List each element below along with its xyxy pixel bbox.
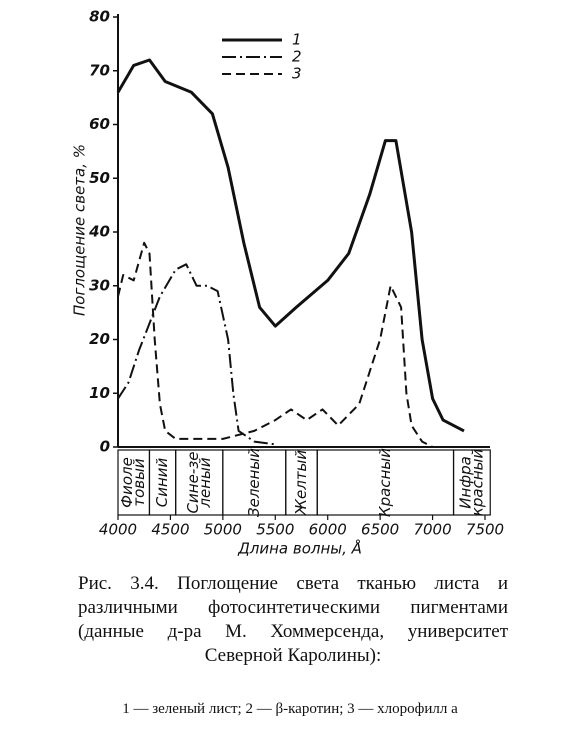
y-axis-label: Поглощение света, %	[71, 144, 89, 316]
band-label: Сине-зе	[184, 452, 202, 514]
band-label: Желтый	[292, 450, 310, 517]
x-tick-label: 4000	[99, 521, 137, 539]
band	[452, 449, 491, 516]
band-label: Зеленый	[245, 448, 263, 517]
y-tick-label: 50	[89, 169, 110, 187]
caption: Рис. 3.4. Поглощение света тканью листа …	[78, 573, 508, 666]
legend-label: 2	[292, 48, 302, 66]
series-line	[117, 241, 434, 448]
y-tick-label: 80	[89, 8, 110, 26]
x-axis-label: Длина волны, Å	[237, 539, 362, 558]
y-tick-label: 40	[88, 223, 110, 241]
chart: Поглощение света, % Длина волны, Å 0 10 20…	[71, 8, 505, 558]
y-tick-label: 20	[89, 330, 110, 348]
band-label: леный	[196, 457, 214, 508]
series-line	[116, 58, 465, 433]
x-tick-label: 5500	[256, 521, 294, 539]
band-label: Красный	[376, 448, 394, 517]
x-tick-label: 6000	[309, 521, 347, 539]
series-line	[117, 263, 276, 446]
legend-label: 1	[292, 31, 302, 49]
y-tick-label: 0	[100, 438, 110, 456]
band-label: товый	[130, 458, 148, 507]
y-tick-label: 30	[89, 276, 110, 294]
y-tick-label: 10	[89, 384, 110, 402]
caption-note: 1 — зеленый лист; 2 — β-каротин; 3 — хло…	[122, 701, 458, 717]
legend-label: 3	[292, 65, 302, 83]
x-tick-label: 5000	[204, 521, 242, 539]
band-label: красный	[468, 449, 486, 517]
x-tick-label: 6500	[361, 521, 399, 539]
band-label: Синий	[153, 457, 171, 507]
y-tick-label: 70	[89, 61, 110, 79]
band-label: Фиоле	[118, 457, 136, 508]
x-tick-label: 7500	[466, 521, 504, 539]
x-tick-label: 7000	[413, 521, 451, 539]
y-tick-label: 60	[89, 115, 110, 133]
band-label: Инфра	[456, 456, 474, 509]
x-tick-label: 4500	[151, 521, 189, 539]
